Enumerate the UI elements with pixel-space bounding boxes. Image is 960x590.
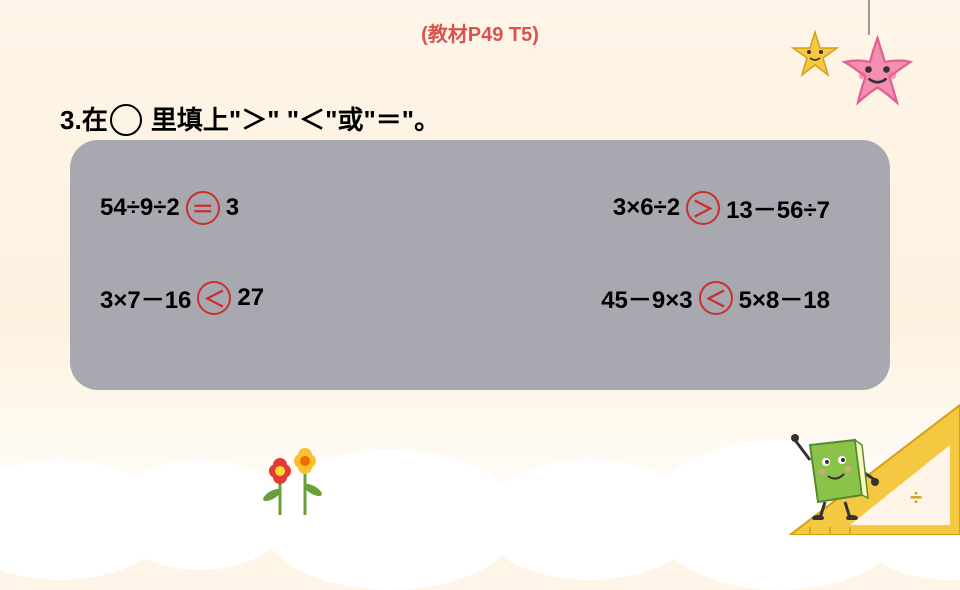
instruction-prefix: 在 [82,105,108,135]
problem-1: 54÷9÷2 ＝ 3 [100,190,239,225]
question-instruction: 3.在 里填上"＞" "＜"或"＝"。 [60,100,440,138]
string-decoration [868,0,870,35]
blank-circle-icon [110,104,142,136]
expr-left: 3×6÷2 [613,194,680,222]
problem-2: 3×6÷2 ＞ 13－56÷7 [613,190,830,225]
problem-row: 54÷9÷2 ＝ 3 3×6÷2 ＞ 13－56÷7 [100,190,860,225]
expr-right: 27 [237,284,264,312]
instruction-suffix: 里填上"＞" "＜"或"＝"。 [144,105,440,135]
flowers-decoration [250,435,350,520]
expr-left: 54÷9÷2 [100,194,180,222]
answer-circle: ＞ [686,191,720,225]
answer-circle: ＝ [186,191,220,225]
expr-right: 5×8－18 [739,280,830,315]
expr-right: 3 [226,194,239,222]
problem-4: 45－9×3 ＜ 5×8－18 [601,280,830,315]
expr-left: 3×7－16 [100,280,191,315]
star-yellow-icon [790,30,840,85]
star-pink-icon [840,35,915,115]
svg-text:÷: ÷ [910,485,922,510]
problem-3: 3×7－16 ＜ 27 [100,280,264,315]
book-character-icon [790,420,880,525]
expr-right: 13－56÷7 [726,190,830,225]
question-number: 3. [60,105,82,135]
problems-panel: 54÷9÷2 ＝ 3 3×6÷2 ＞ 13－56÷7 3×7－16 ＜ 27 4… [70,140,890,390]
expr-left: 45－9×3 [601,280,692,315]
problem-row: 3×7－16 ＜ 27 45－9×3 ＜ 5×8－18 [100,280,860,315]
answer-circle: ＜ [197,281,231,315]
answer-circle: ＜ [699,281,733,315]
